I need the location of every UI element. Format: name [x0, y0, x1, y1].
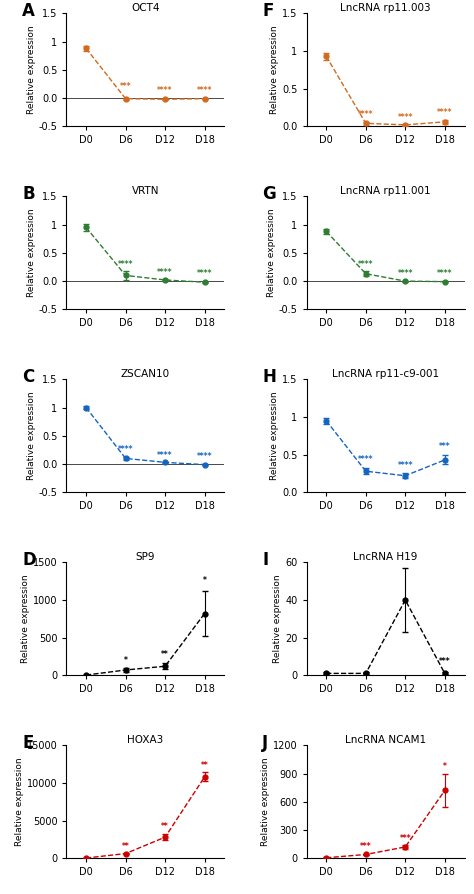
- Title: OCT4: OCT4: [131, 3, 160, 13]
- Text: ****: ****: [398, 113, 413, 122]
- Y-axis label: Relative expression: Relative expression: [270, 392, 279, 480]
- Text: ****: ****: [157, 451, 173, 460]
- Title: HOXA3: HOXA3: [127, 735, 164, 745]
- Title: ZSCAN10: ZSCAN10: [121, 368, 170, 378]
- Y-axis label: Relative expression: Relative expression: [21, 575, 30, 663]
- Text: ***: ***: [360, 842, 372, 851]
- Text: ****: ****: [437, 269, 453, 278]
- Y-axis label: Relative expression: Relative expression: [27, 26, 36, 114]
- Y-axis label: Relative expression: Relative expression: [261, 757, 270, 846]
- Title: LncRNA rp11.003: LncRNA rp11.003: [340, 3, 431, 13]
- Text: ****: ****: [157, 86, 173, 95]
- Text: C: C: [22, 368, 35, 386]
- Text: ***: ***: [400, 834, 411, 843]
- Text: F: F: [262, 2, 273, 21]
- Title: VRTN: VRTN: [132, 186, 159, 196]
- Text: H: H: [262, 368, 276, 386]
- Text: *: *: [124, 656, 128, 665]
- Text: ***: ***: [120, 81, 131, 91]
- Title: LncRNA rp11.001: LncRNA rp11.001: [340, 186, 431, 196]
- Text: ****: ****: [197, 86, 212, 95]
- Y-axis label: Relative expression: Relative expression: [15, 757, 24, 846]
- Text: G: G: [262, 185, 276, 203]
- Title: LncRNA rp11-c9-001: LncRNA rp11-c9-001: [332, 368, 439, 378]
- Title: SP9: SP9: [136, 552, 155, 561]
- Text: B: B: [22, 185, 35, 203]
- Text: ****: ****: [398, 269, 413, 278]
- Y-axis label: Relative expression: Relative expression: [27, 392, 36, 480]
- Text: ****: ****: [437, 107, 453, 116]
- Text: ****: ****: [118, 259, 133, 269]
- Text: **: **: [201, 761, 209, 770]
- Text: ***: ***: [439, 442, 451, 451]
- Y-axis label: Relative expression: Relative expression: [267, 208, 276, 297]
- Title: LncRNA NCAM1: LncRNA NCAM1: [345, 735, 426, 745]
- Text: *: *: [203, 576, 207, 585]
- Text: ****: ****: [197, 452, 212, 461]
- Text: ***: ***: [439, 657, 451, 666]
- Text: ****: ****: [358, 110, 374, 119]
- Text: ****: ****: [197, 269, 212, 278]
- Text: E: E: [22, 734, 34, 752]
- Y-axis label: Relative expression: Relative expression: [27, 208, 36, 297]
- Title: LncRNA H19: LncRNA H19: [353, 552, 418, 561]
- Text: **: **: [161, 651, 169, 660]
- Text: A: A: [22, 2, 35, 21]
- Text: D: D: [22, 551, 36, 569]
- Text: J: J: [262, 734, 268, 752]
- Text: ****: ****: [398, 460, 413, 469]
- Text: **: **: [122, 842, 129, 851]
- Y-axis label: Relative expression: Relative expression: [270, 26, 279, 114]
- Text: ****: ****: [118, 445, 133, 454]
- Text: ****: ****: [157, 267, 173, 276]
- Text: ****: ****: [358, 455, 374, 464]
- Text: ****: ****: [358, 259, 374, 269]
- Y-axis label: Relative expression: Relative expression: [273, 575, 283, 663]
- Text: I: I: [262, 551, 268, 569]
- Text: **: **: [161, 822, 169, 831]
- Text: *: *: [443, 762, 447, 771]
